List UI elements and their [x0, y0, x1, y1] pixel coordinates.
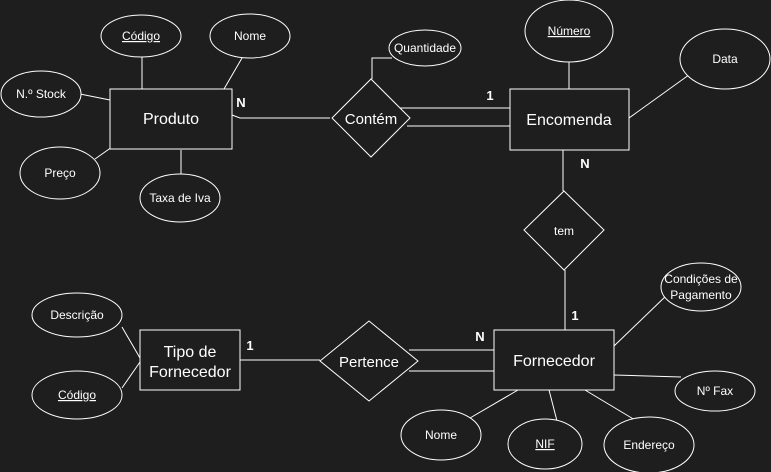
- relationship-pertence-label: Pertence: [339, 354, 399, 371]
- attribute-n-fax: [674, 370, 756, 412]
- attribute-codigo-produto-label: Código: [122, 29, 160, 43]
- attribute-quantidade-label: Quantidade: [394, 41, 456, 55]
- attribute-preco-label: Preço: [44, 166, 76, 180]
- connector-produto-preco: [94, 146, 113, 160]
- entity-produto-label: Produto: [143, 111, 199, 128]
- attribute-nome-fornecedor-label: Nome: [425, 428, 457, 442]
- attribute-quantidade: [388, 29, 462, 67]
- relationship-tem-label: tem: [554, 224, 574, 238]
- entity-tipo-fornecedor: [139, 329, 241, 391]
- attribute-n-stock-label: N.º Stock: [16, 87, 67, 101]
- connector-fornecedor-endereco: [584, 389, 636, 421]
- attribute-nome-produto-label: Nome: [234, 29, 266, 43]
- attribute-data-label: Data: [712, 52, 738, 66]
- attribute-condicoes-label-line1: Condições de: [664, 272, 738, 286]
- relationship-contem-label: Contém: [345, 111, 398, 128]
- attribute-numero-label: Número: [548, 24, 591, 38]
- attribute-nome-fornecedor: [400, 409, 482, 461]
- attribute-codigo-tipo-label: Código: [58, 388, 96, 402]
- attribute-nome-produto: [209, 13, 291, 59]
- attribute-endereco: [603, 416, 695, 472]
- entity-encomenda-label: Encomenda: [526, 112, 611, 129]
- connector-fornecedor-nif: [548, 389, 558, 422]
- connector-produto-contem: [231, 114, 330, 119]
- attribute-condicoes-pagamento: [660, 262, 742, 312]
- attribute-codigo-produto: [100, 14, 182, 58]
- attribute-codigo-tipo: [31, 370, 123, 420]
- cardinality-encomenda-contem: 1: [486, 88, 493, 103]
- cardinality-produto-contem: N: [236, 95, 245, 110]
- entity-tipo-fornecedor-label-line2: Fornecedor: [149, 364, 231, 381]
- entity-fornecedor-label: Fornecedor: [513, 353, 595, 370]
- attribute-nif: [507, 418, 583, 470]
- attribute-preco: [19, 146, 101, 200]
- attribute-descricao: [31, 292, 123, 338]
- attribute-numero: [524, 0, 614, 63]
- relationship-pertence: [319, 320, 419, 402]
- relationship-contem: [331, 78, 411, 158]
- attribute-descricao-label: Descrição: [50, 308, 104, 322]
- cardinality-fornecedor-pertence: N: [475, 329, 484, 344]
- connector-encomenda-data: [628, 71, 694, 119]
- entity-produto: [109, 88, 233, 150]
- attribute-taxa-iva-label: Taxa de Iva: [149, 191, 211, 205]
- entity-fornecedor: [493, 329, 615, 391]
- connector-produto-nome: [223, 57, 243, 90]
- connector-contem-quantidade: [371, 57, 392, 79]
- entity-encomenda: [509, 88, 630, 151]
- connector-fornecedor-nome: [469, 389, 519, 419]
- cardinality-fornecedor-tem: 1: [571, 308, 578, 323]
- attribute-endereco-label: Endereço: [623, 438, 675, 452]
- attribute-n-stock: [0, 70, 82, 118]
- connector-produto-stock: [79, 93, 111, 101]
- entity-tipo-fornecedor-label-line1: Tipo de: [164, 344, 217, 361]
- cardinality-tipo-pertence: 1: [246, 338, 253, 353]
- attribute-nif-label: NIF: [535, 437, 554, 451]
- connector-fornecedor-condicoes: [613, 293, 669, 347]
- attribute-data: [679, 28, 771, 90]
- cardinality-encomenda-tem: N: [580, 156, 589, 171]
- connector-fornecedor-fax: [613, 374, 682, 378]
- connector-tipo-descricao: [121, 326, 141, 359]
- connector-tipo-codigo: [121, 361, 141, 389]
- attribute-taxa-iva: [139, 173, 221, 223]
- attribute-n-fax-label: Nº Fax: [697, 384, 733, 398]
- relationship-tem: [523, 190, 605, 271]
- attribute-condicoes-label-line2: Pagamento: [670, 288, 732, 302]
